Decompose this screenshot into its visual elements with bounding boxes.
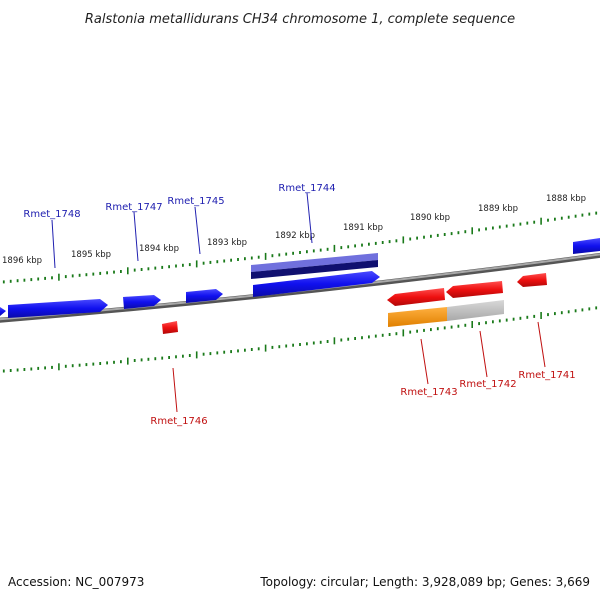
reverse-genes [162,273,547,334]
leader-line [479,330,488,378]
reverse-gene[interactable] [162,321,178,334]
reverse-gene[interactable] [446,281,503,298]
forward-gene[interactable] [573,238,600,254]
kbp-label: 1889 kbp [478,204,518,214]
accession-text: Accession: NC_007973 [8,575,144,589]
leader-line [537,321,546,368]
forward-gene[interactable] [8,299,108,318]
kbp-label: 1888 kbp [546,194,586,204]
kbp-label: 1896 kbp [2,256,42,266]
forward-gene-labels: Rmet_1748 Rmet_1747 Rmet_1745 Rmet_1744 [23,183,335,220]
forward-genes [0,238,600,318]
forward-leader-lines [51,192,313,269]
gray-feature[interactable] [447,300,504,321]
rna-feature-dark[interactable] [251,260,378,279]
forward-gene[interactable] [253,271,380,297]
forward-gene[interactable] [0,307,6,316]
map-title: Ralstonia metallidurans CH34 chromosome … [85,12,515,27]
reverse-gene[interactable] [387,288,445,306]
gene-label[interactable]: Rmet_1744 [278,183,335,194]
gene-label[interactable]: Rmet_1748 [23,209,80,220]
leader-line [51,219,56,269]
topology-summary: Topology: circular; Length: 3,928,089 bp… [259,575,590,589]
kbp-label: 1893 kbp [207,238,247,248]
outer-tick-ring [2,211,598,284]
leader-line [172,367,178,413]
kbp-label: 1892 kbp [275,231,315,241]
reverse-leader-lines [172,321,546,413]
gene-label[interactable]: Rmet_1742 [459,379,516,390]
reverse-gene[interactable] [517,273,547,287]
kbp-label: 1891 kbp [343,223,383,233]
gene-label[interactable]: Rmet_1741 [518,370,575,381]
forward-gene[interactable] [186,289,223,303]
forward-gene[interactable] [123,295,161,309]
leader-line [420,338,429,385]
leader-line [194,206,201,255]
leader-line [306,192,313,244]
kbp-label: 1895 kbp [71,250,111,260]
kbp-label: 1894 kbp [139,244,179,254]
kbp-scale: 1896 kbp 1895 kbp 1894 kbp 1893 kbp 1892… [2,194,586,266]
leader-line [133,211,139,262]
orange-feature[interactable] [388,307,447,327]
gene-label[interactable]: Rmet_1746 [150,416,207,427]
gene-label[interactable]: Rmet_1747 [105,202,162,213]
reverse-gene-labels: Rmet_1746 Rmet_1743 Rmet_1742 Rmet_1741 [150,370,575,427]
inner-tick-ring [2,306,598,373]
gene-label[interactable]: Rmet_1743 [400,387,457,398]
rna-feature-light[interactable] [251,253,378,272]
kbp-label: 1890 kbp [410,213,450,223]
gene-label[interactable]: Rmet_1745 [167,196,224,207]
